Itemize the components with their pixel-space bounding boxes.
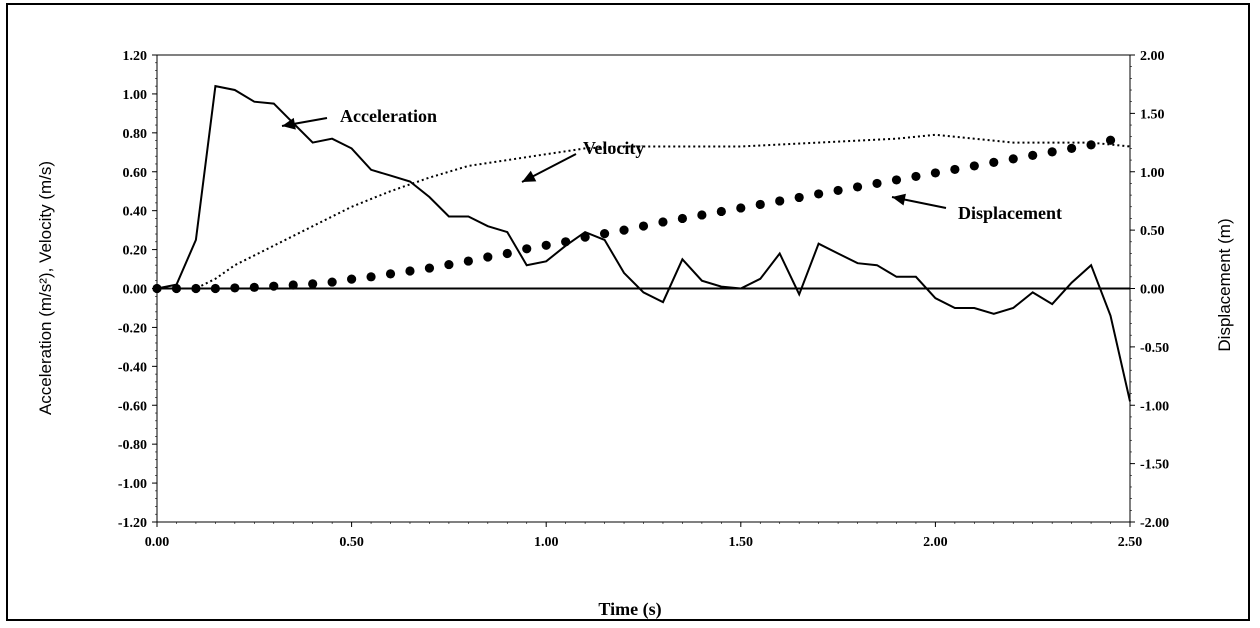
displacement-point bbox=[561, 237, 571, 247]
right-tick-label: 2.00 bbox=[1140, 49, 1165, 64]
annotation-acceleration-arrow-head bbox=[282, 117, 296, 130]
displacement-point bbox=[580, 232, 590, 242]
displacement-point bbox=[502, 248, 512, 259]
right-tick-label: -1.50 bbox=[1140, 458, 1169, 473]
left-tick-label: 1.20 bbox=[123, 49, 148, 64]
displacement-point bbox=[755, 199, 765, 210]
right-tick-label: -0.50 bbox=[1140, 341, 1169, 356]
right-tick-label: 1.50 bbox=[1140, 107, 1165, 122]
displacement-point bbox=[969, 161, 979, 171]
displacement-point bbox=[891, 175, 902, 185]
displacement-point bbox=[191, 283, 201, 294]
displacement-point bbox=[308, 279, 318, 289]
x-tick-label: 2.00 bbox=[923, 535, 948, 550]
displacement-point bbox=[989, 157, 999, 168]
left-tick-label: -1.00 bbox=[118, 477, 147, 492]
displacement-point bbox=[697, 210, 707, 220]
displacement-point bbox=[872, 178, 882, 189]
right-tick-label: 0.00 bbox=[1140, 283, 1165, 298]
displacement-point bbox=[852, 182, 863, 192]
right-tick-label: -2.00 bbox=[1140, 516, 1169, 531]
displacement-point bbox=[599, 229, 610, 239]
left-axis-title: Acceleration (m/s²), Velocity (m/s) bbox=[36, 161, 55, 415]
annotation-velocity-arrow-head bbox=[522, 170, 537, 182]
x-tick-label: 1.50 bbox=[729, 535, 754, 550]
displacement-point bbox=[249, 282, 259, 292]
displacement-point bbox=[1086, 140, 1096, 150]
annotation-displacement-arrow-head bbox=[892, 193, 906, 206]
x-tick-label: 0.00 bbox=[145, 535, 170, 550]
displacement-point bbox=[1028, 150, 1038, 161]
displacement-point bbox=[1047, 147, 1057, 157]
displacement-point bbox=[444, 259, 454, 270]
displacement-point bbox=[347, 274, 357, 284]
left-tick-label: 1.00 bbox=[123, 88, 148, 103]
series-layer bbox=[152, 84, 1131, 402]
displacement-point bbox=[619, 225, 629, 235]
left-tick-label: 0.80 bbox=[123, 127, 148, 142]
right-tick-label: 1.00 bbox=[1140, 166, 1165, 181]
displacement-point bbox=[1008, 154, 1018, 164]
displacement-point bbox=[541, 240, 551, 250]
displacement-point bbox=[911, 171, 921, 182]
displacement-point bbox=[1105, 135, 1116, 145]
left-tick-label: -0.40 bbox=[118, 360, 147, 375]
displacement-point bbox=[152, 283, 162, 294]
x-axis-title: Time (s) bbox=[598, 599, 661, 620]
displacement-point bbox=[288, 280, 298, 290]
left-tick-label: 0.40 bbox=[123, 205, 148, 220]
annotation-velocity-label: Velocity bbox=[583, 138, 644, 158]
displacement-point bbox=[463, 256, 473, 266]
x-tick-label: 1.00 bbox=[534, 535, 559, 550]
displacement-point bbox=[1067, 143, 1077, 153]
annotation-acceleration-label: Acceleration bbox=[340, 106, 437, 126]
displacement-point bbox=[736, 203, 746, 213]
displacement-point bbox=[269, 281, 279, 291]
left-tick-label: -1.20 bbox=[118, 516, 147, 531]
axes: 1.20 1.00 0.80 0.60 0.40 0.20 0.00 -0.20 -0.40 -0… bbox=[118, 49, 1169, 550]
displacement-point bbox=[833, 185, 843, 196]
left-tick-label: 0.20 bbox=[123, 244, 148, 259]
series-displacement bbox=[152, 135, 1116, 294]
displacement-point bbox=[171, 283, 182, 294]
displacement-point bbox=[522, 244, 532, 254]
annotation-layer bbox=[281, 117, 947, 209]
series-acceleration-line bbox=[156, 84, 1131, 402]
displacement-point bbox=[930, 168, 941, 178]
right-axis-title: Displacement (m) bbox=[1215, 218, 1234, 351]
displacement-point bbox=[210, 283, 220, 294]
displacement-point bbox=[658, 217, 668, 227]
displacement-point bbox=[483, 252, 493, 262]
displacement-point bbox=[950, 164, 960, 175]
displacement-point bbox=[638, 221, 649, 231]
displacement-point bbox=[366, 272, 376, 282]
displacement-point bbox=[814, 189, 824, 199]
left-tick-label: -0.80 bbox=[118, 438, 147, 453]
displacement-point bbox=[794, 192, 804, 203]
x-tick-label: 0.50 bbox=[339, 535, 364, 550]
left-tick-label: -0.60 bbox=[118, 399, 147, 414]
displacement-point bbox=[424, 263, 435, 273]
annotation-displacement-label: Displacement bbox=[958, 203, 1062, 223]
x-tick-label: 2.50 bbox=[1118, 535, 1143, 550]
displacement-point bbox=[677, 213, 688, 224]
displacement-point bbox=[385, 269, 396, 279]
left-tick-label: 0.60 bbox=[123, 166, 148, 181]
left-tick-label: 0.00 bbox=[123, 283, 148, 298]
displacement-point bbox=[716, 206, 726, 217]
right-tick-label: 0.50 bbox=[1140, 224, 1165, 239]
left-tick-label: -0.20 bbox=[118, 321, 147, 336]
series-velocity-line bbox=[157, 133, 1131, 290]
displacement-point bbox=[230, 283, 240, 293]
displacement-point bbox=[327, 277, 337, 287]
displacement-point bbox=[775, 196, 785, 206]
right-tick-label: -1.00 bbox=[1140, 399, 1169, 414]
displacement-point bbox=[405, 266, 415, 276]
